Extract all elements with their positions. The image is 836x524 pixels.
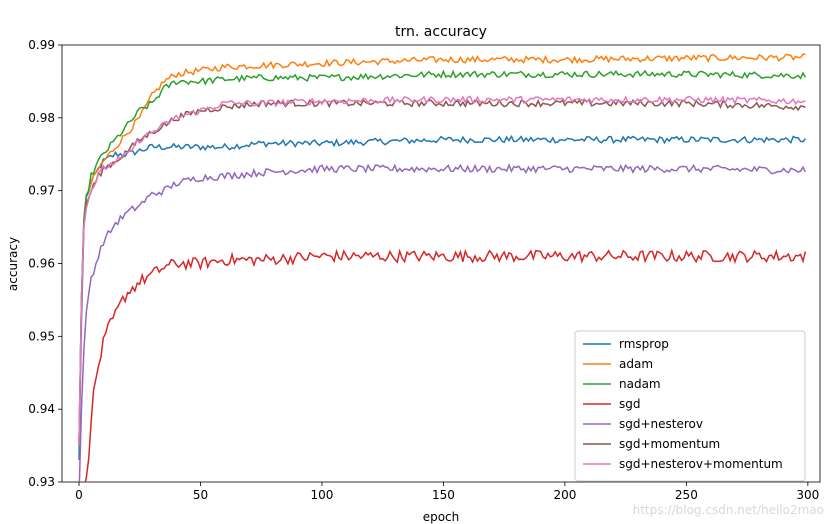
y-tick-label: 0.98	[28, 111, 55, 125]
chart-title: trn. accuracy	[395, 24, 487, 40]
series-line-nadam	[78, 69, 807, 446]
legend-label: nadam	[619, 377, 661, 391]
x-tick-label: 100	[311, 488, 334, 502]
series-lines	[78, 53, 807, 482]
x-tick-label: 50	[193, 488, 208, 502]
series-line-rmsprop	[78, 134, 807, 461]
series-line-sgd-nesterov-momentum	[78, 95, 806, 446]
legend-label: adam	[619, 357, 653, 371]
legend-box	[574, 330, 806, 482]
y-tick-label: 0.97	[28, 184, 55, 198]
series-line-adam	[78, 53, 806, 446]
legend-label: rmsprop	[619, 337, 669, 351]
legend-label: sgd	[619, 397, 641, 411]
legend-label: sgd+nesterov	[619, 417, 703, 431]
x-tick-label: 250	[675, 488, 698, 502]
x-axis-label: epoch	[423, 510, 460, 524]
y-tick-label: 0.95	[28, 329, 55, 343]
legend-label: sgd+momentum	[619, 437, 720, 451]
y-axis-ticks: 0.93 0.94 0.95 0.96 0.97 0.98 0.99	[28, 38, 62, 489]
legend-label: sgd+nesterov+momentum	[619, 457, 783, 471]
x-tick-label: 300	[796, 488, 819, 502]
y-tick-label: 0.94	[28, 402, 55, 416]
series-line-sgd	[84, 248, 807, 482]
y-axis-label: accuracy	[6, 237, 20, 291]
legend: rmsprop adam nadam sgd sgd+nesterov sgd+momen…	[574, 330, 806, 482]
y-tick-label: 0.99	[28, 38, 55, 52]
watermark-text: https://blog.csdn.net/hello2mao	[633, 503, 824, 517]
y-tick-label: 0.96	[28, 257, 55, 271]
x-axis-ticks: 0 50 100 150 200 250 300	[75, 482, 819, 502]
x-tick-label: 150	[432, 488, 455, 502]
x-tick-label: 200	[553, 488, 576, 502]
y-tick-label: 0.93	[28, 475, 55, 489]
series-line-sgd-nesterov	[78, 163, 807, 482]
x-tick-label: 0	[75, 488, 83, 502]
